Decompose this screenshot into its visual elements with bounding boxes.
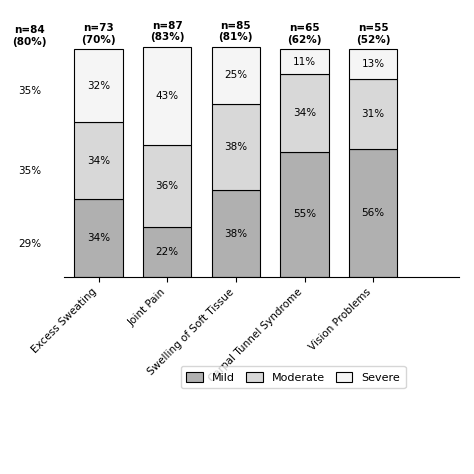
Text: 56%: 56% xyxy=(362,208,385,218)
Text: 55%: 55% xyxy=(293,209,316,219)
Bar xyxy=(349,49,397,79)
Text: 13%: 13% xyxy=(362,59,385,69)
Bar xyxy=(74,49,123,122)
Text: 32%: 32% xyxy=(87,81,110,91)
Text: n=55
(52%): n=55 (52%) xyxy=(356,23,391,45)
Text: 29%: 29% xyxy=(18,239,41,249)
Text: n=73
(70%): n=73 (70%) xyxy=(81,23,116,45)
Legend: Mild, Moderate, Severe: Mild, Moderate, Severe xyxy=(181,366,406,388)
Bar xyxy=(212,104,260,191)
Text: n=84
(80%): n=84 (80%) xyxy=(13,25,47,47)
Text: 31%: 31% xyxy=(362,109,385,119)
Text: n=87
(83%): n=87 (83%) xyxy=(150,21,184,42)
Text: 35%: 35% xyxy=(18,166,41,176)
Bar xyxy=(6,211,54,277)
Bar xyxy=(6,131,54,211)
Text: 34%: 34% xyxy=(87,233,110,243)
Bar xyxy=(143,47,191,145)
Bar xyxy=(349,79,397,149)
Text: 25%: 25% xyxy=(224,70,247,80)
Bar xyxy=(212,47,260,104)
Bar xyxy=(74,122,123,200)
Text: 34%: 34% xyxy=(87,156,110,166)
Bar xyxy=(74,200,123,277)
Text: 34%: 34% xyxy=(293,108,316,118)
Text: 11%: 11% xyxy=(293,57,316,67)
Text: 38%: 38% xyxy=(224,142,247,152)
Bar xyxy=(281,49,328,74)
Text: 22%: 22% xyxy=(155,247,179,257)
Bar xyxy=(212,191,260,277)
Text: 35%: 35% xyxy=(18,86,41,96)
Bar xyxy=(143,227,191,277)
Bar xyxy=(143,145,191,227)
Text: 43%: 43% xyxy=(155,91,179,101)
Bar xyxy=(6,52,54,131)
Text: 36%: 36% xyxy=(155,181,179,191)
Text: n=85
(81%): n=85 (81%) xyxy=(219,21,253,42)
Text: n=65
(62%): n=65 (62%) xyxy=(287,23,322,45)
Bar xyxy=(281,74,328,152)
Bar xyxy=(349,149,397,277)
Bar xyxy=(281,152,328,277)
Text: 38%: 38% xyxy=(224,228,247,238)
